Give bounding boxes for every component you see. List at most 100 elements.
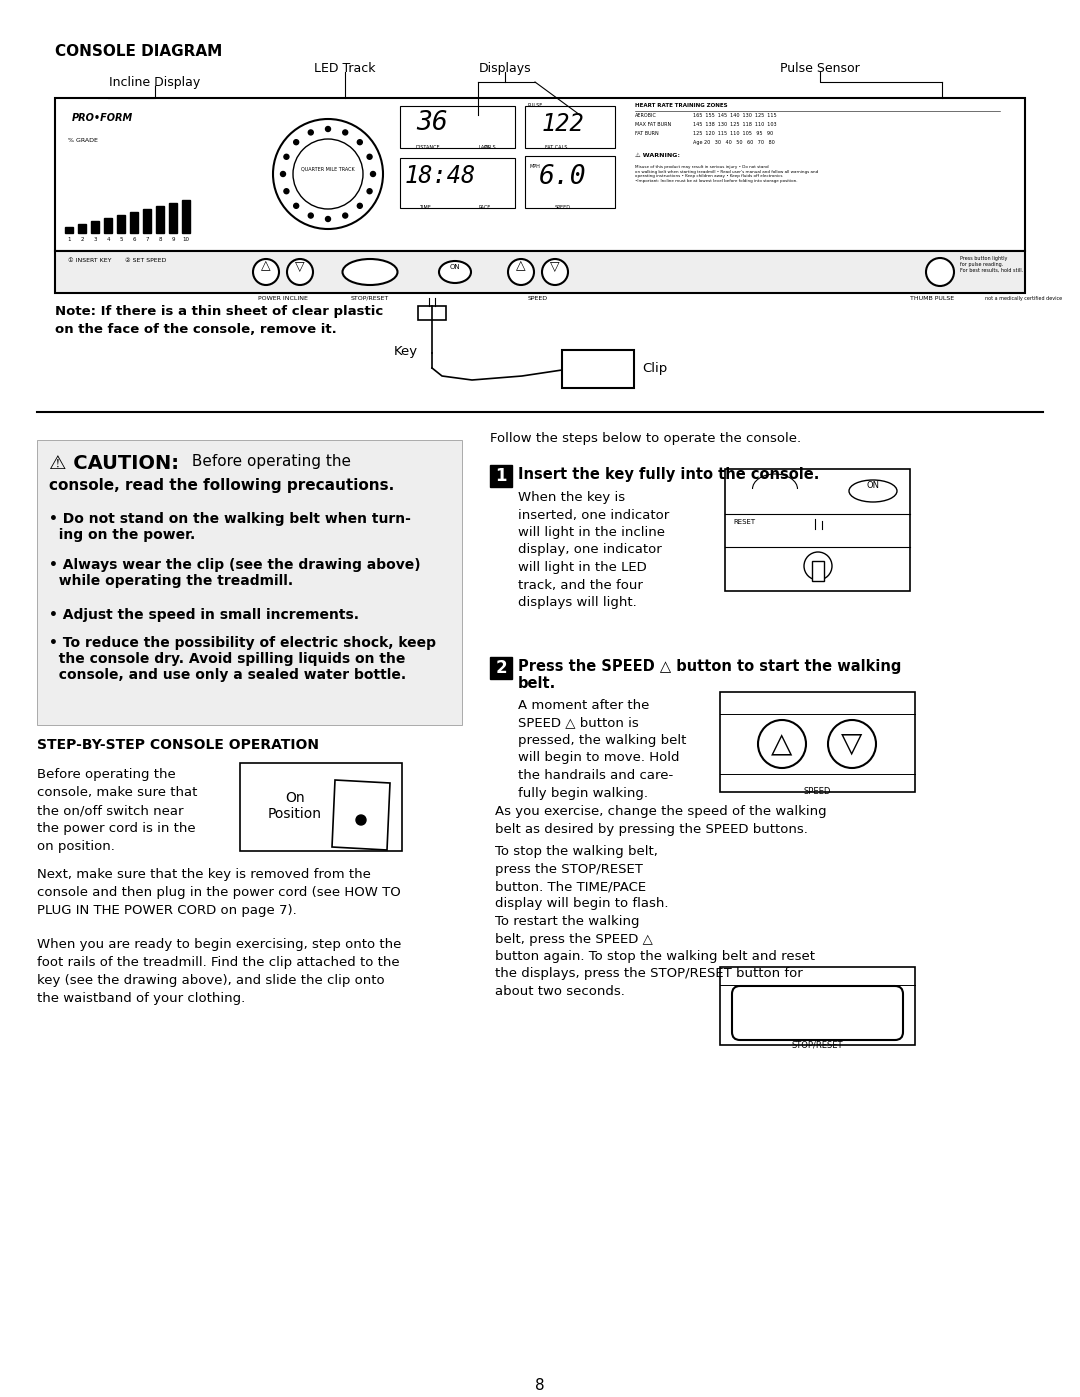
Text: PULSE: PULSE (528, 103, 543, 108)
Text: 7: 7 (145, 237, 149, 242)
Circle shape (370, 172, 376, 176)
Circle shape (325, 127, 330, 131)
Text: 165  155  145  140  130  125  115: 165 155 145 140 130 125 115 (693, 113, 777, 117)
Circle shape (325, 217, 330, 222)
Bar (490, 465, 512, 488)
Text: • Always wear the clip (see the drawing above)
  while operating the treadmill.: • Always wear the clip (see the drawing … (49, 557, 420, 588)
Text: ② SET SPEED: ② SET SPEED (125, 258, 166, 263)
Text: To stop the walking belt,
press the STOP/RESET
button. The TIME/PACE
display wil: To stop the walking belt, press the STOP… (495, 845, 815, 997)
Bar (37, 440, 462, 725)
Circle shape (926, 258, 954, 286)
Bar (130, 212, 138, 233)
Circle shape (758, 719, 806, 768)
Bar (812, 562, 824, 581)
Text: As you exercise, change the speed of the walking
belt as desired by pressing the: As you exercise, change the speed of the… (495, 805, 826, 835)
Circle shape (284, 154, 289, 159)
Text: A moment after the
SPEED △ button is
pressed, the walking belt
will begin to mov: A moment after the SPEED △ button is pre… (518, 698, 687, 799)
Text: 125  120  115  110  105   95   90: 125 120 115 110 105 95 90 (693, 131, 773, 136)
Bar (720, 967, 915, 1045)
Bar (183, 200, 190, 233)
Text: FAT CALS.: FAT CALS. (545, 145, 569, 149)
Text: Follow the steps below to operate the console.: Follow the steps below to operate the co… (490, 432, 801, 446)
Text: △: △ (771, 731, 793, 759)
Text: ① INSERT KEY: ① INSERT KEY (68, 258, 111, 263)
Text: on the face of the console, remove it.: on the face of the console, remove it. (55, 323, 337, 337)
Circle shape (294, 140, 299, 145)
Text: Misuse of this product may result in serious injury • Do not stand
on walking be: Misuse of this product may result in ser… (635, 165, 819, 183)
Bar (143, 210, 151, 233)
Text: 1: 1 (67, 237, 71, 242)
Text: 18:48: 18:48 (404, 163, 475, 189)
Circle shape (357, 204, 362, 208)
Ellipse shape (849, 481, 897, 502)
Text: PACE: PACE (478, 205, 491, 210)
Bar (168, 203, 177, 233)
Bar (156, 205, 164, 233)
Text: 2: 2 (80, 237, 84, 242)
Text: 145  138  130  125  118  110  103: 145 138 130 125 118 110 103 (693, 122, 777, 127)
Bar (55, 251, 1025, 293)
Circle shape (357, 140, 362, 145)
Bar (55, 98, 1025, 251)
Circle shape (542, 258, 568, 285)
Text: 122: 122 (542, 112, 584, 136)
Text: On
Position: On Position (268, 791, 322, 821)
Text: ⚠ WARNING:: ⚠ WARNING: (635, 154, 680, 158)
Text: • Adjust the speed in small increments.: • Adjust the speed in small increments. (49, 608, 359, 622)
Circle shape (367, 154, 373, 159)
Text: SPEED: SPEED (804, 787, 831, 796)
Circle shape (342, 214, 348, 218)
Bar (240, 763, 402, 851)
Bar (525, 156, 615, 208)
Circle shape (281, 172, 285, 176)
Text: Displays: Displays (478, 61, 531, 75)
Bar (117, 215, 125, 233)
Text: 1: 1 (496, 467, 507, 485)
Circle shape (508, 258, 534, 285)
Circle shape (367, 189, 373, 194)
Text: MAX FAT BURN: MAX FAT BURN (635, 122, 672, 127)
Text: When you are ready to begin exercising, step onto the
foot rails of the treadmil: When you are ready to begin exercising, … (37, 937, 402, 1004)
Text: RESET: RESET (733, 520, 755, 525)
Text: % GRADE: % GRADE (68, 138, 98, 142)
Ellipse shape (342, 258, 397, 285)
Text: 9: 9 (172, 237, 175, 242)
Text: 36: 36 (416, 110, 448, 136)
Text: 8: 8 (536, 1377, 544, 1393)
Text: ON: ON (866, 481, 879, 490)
Bar (400, 158, 515, 208)
Text: STOP/RESET: STOP/RESET (351, 296, 389, 300)
Text: SPEED: SPEED (528, 296, 548, 300)
Text: Next, make sure that the key is removed from the
console and then plug in the po: Next, make sure that the key is removed … (37, 868, 401, 916)
Circle shape (804, 552, 832, 580)
Text: Press the SPEED △ button to start the walking
belt.: Press the SPEED △ button to start the wa… (518, 659, 902, 692)
Text: When the key is
inserted, one indicator
will light in the incline
display, one i: When the key is inserted, one indicator … (518, 490, 670, 609)
Text: FAT BURN: FAT BURN (635, 131, 659, 136)
Text: Key: Key (394, 345, 418, 358)
Circle shape (287, 258, 313, 285)
Text: AEROBIC: AEROBIC (635, 113, 657, 117)
Text: HEART RATE TRAINING ZONES: HEART RATE TRAINING ZONES (635, 103, 728, 108)
Text: 2: 2 (496, 659, 507, 678)
Bar (525, 106, 615, 148)
Bar (490, 657, 512, 679)
Ellipse shape (438, 261, 471, 284)
Text: Press button lightly
for pulse reading.
For best results, hold still.: Press button lightly for pulse reading. … (960, 256, 1023, 272)
Text: ▽: ▽ (295, 260, 305, 272)
Circle shape (356, 814, 366, 826)
Text: SPEED: SPEED (555, 205, 571, 210)
Circle shape (308, 214, 313, 218)
Text: QUARTER MILE TRACK: QUARTER MILE TRACK (301, 166, 355, 172)
Text: ⚠ CAUTION:: ⚠ CAUTION: (49, 454, 179, 474)
Bar (400, 106, 515, 148)
Text: CONSOLE DIAGRAM: CONSOLE DIAGRAM (55, 43, 222, 59)
Bar (418, 306, 446, 320)
Text: not a medically certified device: not a medically certified device (985, 296, 1062, 300)
Text: 8: 8 (159, 237, 162, 242)
Text: TIME: TIME (419, 205, 431, 210)
Text: Clip: Clip (642, 362, 667, 374)
Text: △: △ (261, 260, 271, 272)
FancyBboxPatch shape (732, 986, 903, 1039)
Bar (91, 221, 99, 233)
Text: LED Track: LED Track (314, 61, 376, 75)
